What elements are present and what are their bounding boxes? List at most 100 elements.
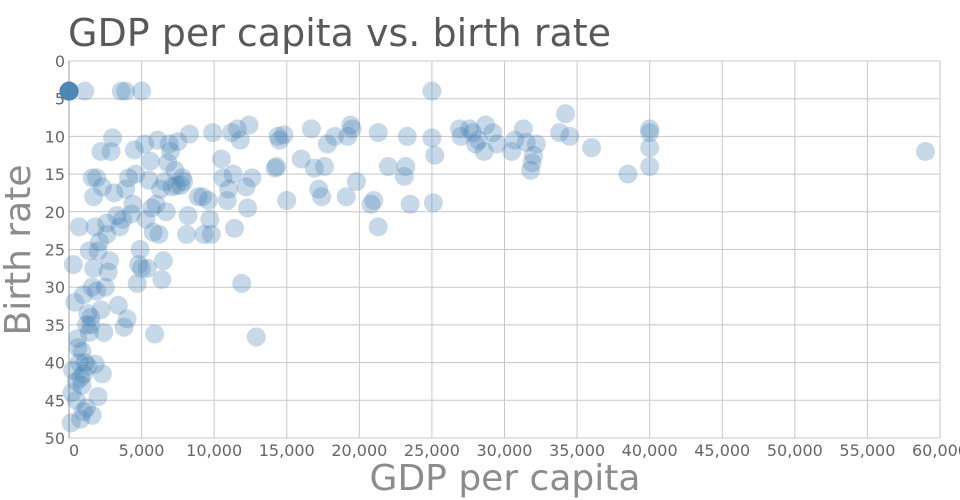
y-axis-label: Birth rate bbox=[0, 165, 39, 336]
y-tick-label: 25 bbox=[45, 241, 65, 260]
data-point bbox=[267, 157, 287, 177]
data-point bbox=[68, 338, 88, 358]
data-point bbox=[85, 354, 105, 374]
y-tick-label: 0 bbox=[55, 52, 65, 71]
x-tick-label: 20,000 bbox=[331, 441, 387, 460]
data-point bbox=[76, 315, 96, 335]
data-point bbox=[72, 375, 92, 395]
data-point bbox=[61, 413, 81, 433]
data-point bbox=[74, 402, 94, 422]
data-point bbox=[560, 126, 580, 146]
data-point bbox=[198, 190, 218, 210]
data-point bbox=[640, 119, 660, 139]
data-point bbox=[246, 327, 266, 347]
data-point bbox=[203, 123, 223, 143]
data-point bbox=[152, 270, 172, 290]
data-point bbox=[139, 170, 159, 190]
data-point bbox=[361, 194, 381, 214]
y-tick-label: 45 bbox=[45, 391, 65, 410]
data-point bbox=[59, 81, 79, 101]
x-tick-label: 0 bbox=[69, 441, 79, 460]
data-point bbox=[114, 317, 134, 337]
data-point bbox=[178, 206, 198, 226]
data-point bbox=[312, 187, 332, 207]
data-point bbox=[502, 141, 522, 161]
data-point bbox=[59, 81, 79, 101]
data-point bbox=[107, 206, 127, 226]
data-point bbox=[161, 141, 181, 161]
data-point bbox=[422, 81, 442, 101]
data-point bbox=[505, 130, 525, 150]
data-point bbox=[526, 134, 546, 154]
x-tick-label: 60,000 bbox=[912, 441, 960, 460]
data-point bbox=[71, 409, 91, 429]
data-point bbox=[213, 168, 233, 188]
data-point bbox=[79, 241, 99, 261]
data-point bbox=[394, 166, 414, 186]
data-point bbox=[148, 130, 168, 150]
data-point bbox=[79, 322, 99, 342]
data-point bbox=[378, 157, 398, 177]
data-point bbox=[75, 353, 95, 373]
data-point bbox=[200, 209, 220, 229]
data-point bbox=[78, 304, 98, 324]
data-point bbox=[123, 194, 143, 214]
data-point bbox=[640, 138, 660, 158]
data-point bbox=[66, 390, 86, 410]
y-tick-label: 40 bbox=[45, 354, 65, 373]
data-point bbox=[232, 273, 252, 293]
data-point bbox=[336, 187, 356, 207]
data-point bbox=[521, 160, 541, 180]
data-point bbox=[117, 309, 137, 329]
data-point bbox=[110, 217, 130, 237]
data-point bbox=[75, 81, 95, 101]
data-point bbox=[174, 172, 194, 192]
data-point bbox=[555, 104, 575, 124]
data-point bbox=[165, 160, 185, 180]
grid bbox=[68, 60, 941, 439]
data-point bbox=[91, 300, 111, 320]
data-point bbox=[550, 123, 570, 143]
data-point bbox=[364, 190, 384, 210]
data-point bbox=[449, 119, 469, 139]
data-point bbox=[451, 126, 471, 146]
data-point bbox=[269, 130, 289, 150]
data-point bbox=[317, 134, 337, 154]
data-point bbox=[396, 157, 416, 177]
data-point bbox=[65, 292, 85, 312]
data-point bbox=[111, 81, 131, 101]
data-point bbox=[224, 218, 244, 238]
data-point bbox=[149, 224, 169, 244]
data-point bbox=[145, 324, 165, 344]
data-point bbox=[236, 177, 256, 197]
y-tick-label: 20 bbox=[45, 203, 65, 222]
data-point bbox=[82, 405, 102, 425]
data-point bbox=[162, 177, 182, 197]
data-point bbox=[130, 240, 150, 259]
y-tick-label: 50 bbox=[45, 429, 65, 448]
data-point bbox=[222, 123, 242, 143]
data-point bbox=[87, 281, 107, 301]
data-point bbox=[400, 194, 420, 214]
data-point bbox=[91, 141, 111, 161]
data-point bbox=[640, 157, 660, 177]
data-point bbox=[159, 134, 179, 154]
data-point bbox=[63, 360, 83, 380]
data-point bbox=[217, 190, 237, 210]
y-tick-label: 30 bbox=[45, 278, 65, 297]
x-axis-ticks: 0 5,000 10,000 15,000 20,000 25,000 30,000 35,0… bbox=[69, 441, 960, 460]
x-tick-label: 30,000 bbox=[477, 441, 533, 460]
data-point bbox=[277, 190, 297, 210]
data-point bbox=[66, 371, 86, 391]
data-point bbox=[84, 258, 104, 278]
data-point bbox=[97, 213, 117, 233]
data-point bbox=[368, 217, 388, 237]
data-point bbox=[301, 119, 321, 139]
x-tick-label: 45,000 bbox=[694, 441, 750, 460]
data-point bbox=[92, 177, 112, 197]
data-point bbox=[59, 81, 79, 101]
data-point bbox=[59, 81, 79, 101]
data-point bbox=[238, 198, 258, 218]
data-point bbox=[85, 217, 105, 237]
data-point bbox=[915, 141, 935, 161]
